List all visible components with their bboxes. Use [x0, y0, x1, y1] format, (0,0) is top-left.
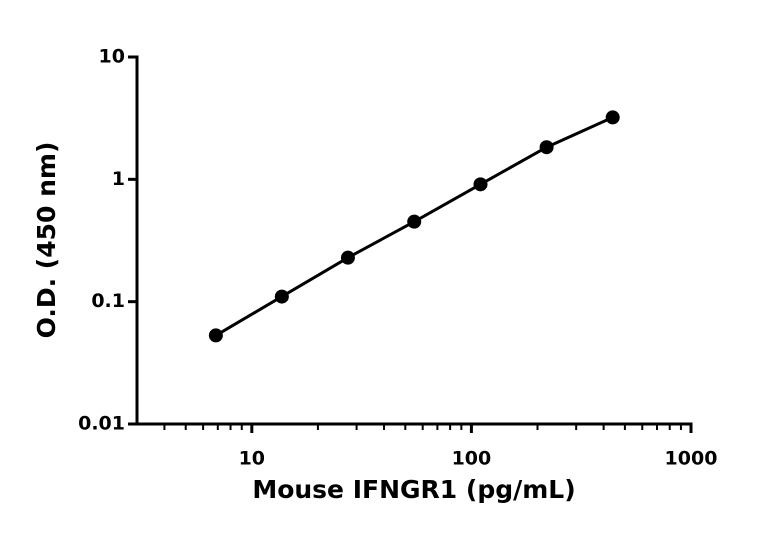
data-point — [208, 328, 223, 343]
y-tick-label: 0.1 — [91, 290, 125, 312]
x-tick-label: 100 — [452, 448, 492, 470]
y-axis-label: O.D. (450 nm) — [32, 142, 61, 339]
y-tick-label: 1 — [112, 168, 125, 190]
y-tick-label: 10 — [99, 46, 125, 68]
data-point — [605, 110, 620, 125]
x-tick-label: 10 — [239, 448, 265, 470]
data-point — [473, 177, 488, 192]
data-point — [274, 289, 289, 304]
data-point — [340, 250, 355, 265]
y-tick-label: 0.01 — [78, 413, 125, 435]
x-axis-label: Mouse IFNGR1 (pg/mL) — [252, 475, 575, 504]
data-point — [539, 140, 554, 155]
data-point — [407, 214, 422, 229]
x-tick-label: 1000 — [665, 448, 718, 470]
